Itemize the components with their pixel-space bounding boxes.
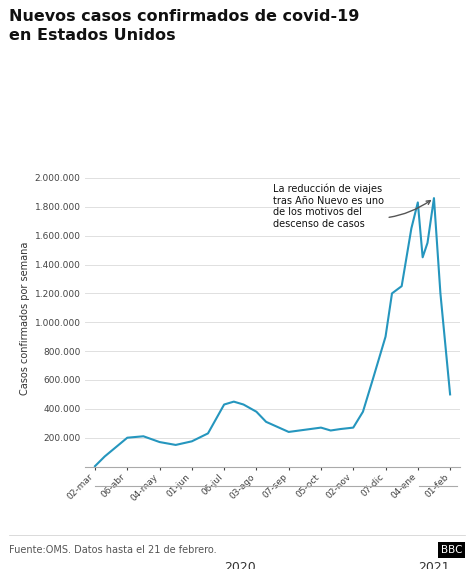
Text: 2021: 2021: [418, 561, 450, 569]
Text: La reducción de viajes
tras Año Nuevo es uno
de los motivos del
descenso de caso: La reducción de viajes tras Año Nuevo es…: [273, 184, 430, 229]
Text: BBC: BBC: [441, 545, 462, 555]
Y-axis label: Casos confirmados por semana: Casos confirmados por semana: [20, 242, 30, 395]
Text: Fuente:OMS. Datos hasta el 21 de febrero.: Fuente:OMS. Datos hasta el 21 de febrero…: [9, 545, 217, 555]
Text: en Estados Unidos: en Estados Unidos: [9, 28, 176, 43]
Text: Nuevos casos confirmados de covid-19: Nuevos casos confirmados de covid-19: [9, 9, 360, 23]
Text: 2020: 2020: [224, 561, 256, 569]
